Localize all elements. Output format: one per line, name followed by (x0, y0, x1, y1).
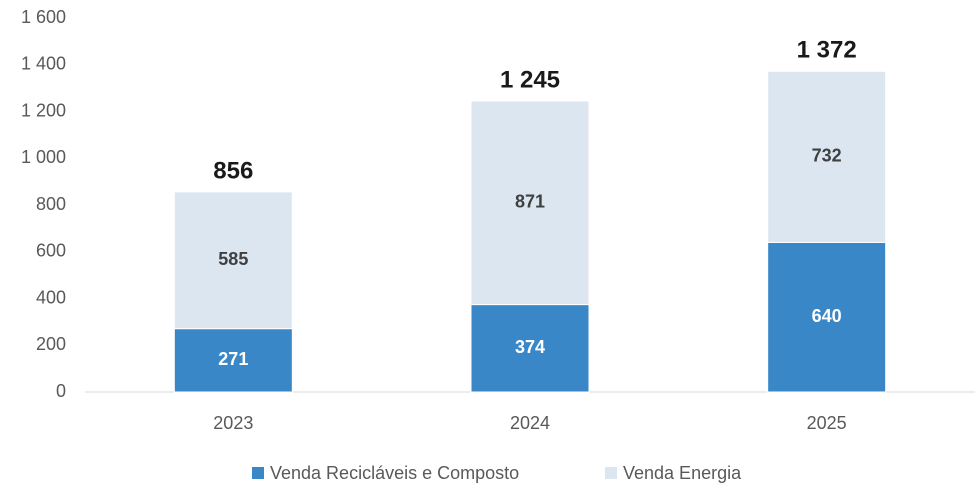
data-label: 585 (218, 249, 248, 269)
data-label: 871 (515, 192, 545, 212)
total-label: 1 372 (797, 37, 857, 64)
y-tick-label: 600 (36, 241, 66, 261)
y-tick-label: 200 (36, 334, 66, 354)
bar-segment (173, 191, 293, 330)
x-tick-label: 2025 (807, 413, 847, 433)
bar-segment (767, 70, 887, 243)
y-tick-label: 1 200 (21, 100, 66, 120)
total-label: 856 (213, 157, 253, 184)
y-tick-label: 800 (36, 194, 66, 214)
data-label: 640 (812, 306, 842, 326)
y-tick-label: 0 (56, 381, 66, 401)
total-label: 1 245 (500, 66, 560, 93)
legend-swatch (252, 467, 264, 479)
y-tick-label: 1 600 (21, 7, 66, 27)
legend-label: Venda Energia (623, 463, 742, 483)
y-tick-label: 1 000 (21, 147, 66, 167)
y-tick-label: 1 400 (21, 54, 66, 74)
x-tick-label: 2023 (213, 413, 253, 433)
bar-segment (767, 241, 887, 393)
legend-swatch (605, 467, 617, 479)
bar-segment (470, 100, 590, 306)
y-tick-label: 400 (36, 287, 66, 307)
data-label: 732 (812, 146, 842, 166)
legend-label: Venda Recicláveis e Composto (270, 463, 519, 483)
x-tick-label: 2024 (510, 413, 550, 433)
data-label: 374 (515, 337, 545, 357)
bar-segment (173, 328, 293, 393)
data-label: 271 (218, 349, 248, 369)
